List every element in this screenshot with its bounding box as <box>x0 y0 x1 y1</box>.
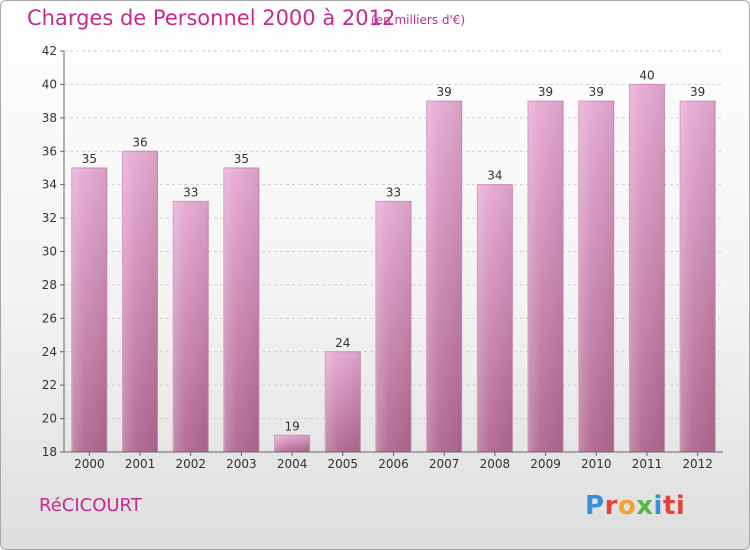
logo-letter: o <box>617 491 637 521</box>
y-tick-label: 20 <box>42 412 57 426</box>
bar-shine <box>426 101 462 452</box>
data-label: 39 <box>690 85 705 99</box>
bar-shine <box>376 201 411 452</box>
y-tick-label: 38 <box>42 111 57 125</box>
y-tick-label: 28 <box>42 278 57 292</box>
x-tick-label: 2011 <box>632 457 663 471</box>
bar-shine <box>325 351 361 452</box>
bar-shine <box>528 101 564 452</box>
x-tick-label: 2003 <box>226 457 257 471</box>
y-tick-label: 26 <box>42 311 57 325</box>
bar-shine <box>274 435 310 452</box>
axes: 18 20 22 24 26 28 30 32 34 36 38 40 42 2000 2001 2002 20… <box>42 44 723 471</box>
x-tick-label: 2010 <box>581 457 612 471</box>
x-tick-label: 2001 <box>125 457 156 471</box>
data-label: 39 <box>538 85 553 99</box>
logo-letter: x <box>636 491 654 521</box>
x-tick-label: 2007 <box>429 457 460 471</box>
logo-letter: i <box>653 491 663 521</box>
x-tick-label: 2012 <box>682 457 713 471</box>
logo-letter: ti <box>662 491 686 521</box>
data-label: 35 <box>82 152 97 166</box>
x-tick-label: 2008 <box>480 457 511 471</box>
chart-subtitle: (en milliers d'€) <box>371 13 466 27</box>
y-tick-label: 34 <box>42 178 57 192</box>
bar-shine <box>223 167 259 453</box>
bar-shine <box>71 167 107 453</box>
data-label: 40 <box>639 68 654 82</box>
x-tick-label: 2006 <box>378 457 409 471</box>
data-label: 39 <box>437 85 452 99</box>
x-tick-label: 2005 <box>328 457 359 471</box>
y-tick-label: 30 <box>42 245 57 259</box>
data-label: 34 <box>487 169 502 183</box>
y-tick-label: 32 <box>42 211 57 225</box>
bars: 35 36 33 35 19 24 33 39 34 39 39 40 39 <box>71 68 716 453</box>
logo-letter: P <box>585 491 605 521</box>
y-tick-label: 18 <box>42 445 57 459</box>
data-label: 35 <box>234 152 249 166</box>
x-tick-label: 2004 <box>277 457 308 471</box>
bar-shine <box>173 201 209 452</box>
data-label: 19 <box>284 419 299 433</box>
x-tick-label: 2002 <box>175 457 206 471</box>
data-label: 33 <box>386 185 401 199</box>
chart-title: Charges de Personnel 2000 à 2012 <box>27 6 396 30</box>
y-tick-label: 40 <box>42 77 57 91</box>
data-label: 39 <box>589 85 604 99</box>
logo-letter: r <box>604 491 618 521</box>
bar-shine <box>680 101 716 452</box>
data-label: 24 <box>335 336 350 350</box>
bar-shine <box>578 101 614 452</box>
commune-name: RéCICOURT <box>39 495 142 516</box>
bar-shine <box>122 151 158 452</box>
data-label: 36 <box>132 135 147 149</box>
bar-shine <box>629 84 665 453</box>
proxiti-logo: Proxiti <box>585 491 685 521</box>
y-tick-label: 22 <box>42 378 57 392</box>
bar-shine <box>477 184 513 452</box>
y-tick-label: 24 <box>42 345 57 359</box>
data-label: 33 <box>183 185 198 199</box>
x-tick-label: 2009 <box>530 457 561 471</box>
x-tick-label: 2000 <box>74 457 105 471</box>
y-tick-label: 36 <box>42 144 57 158</box>
y-tick-label: 42 <box>42 44 57 58</box>
